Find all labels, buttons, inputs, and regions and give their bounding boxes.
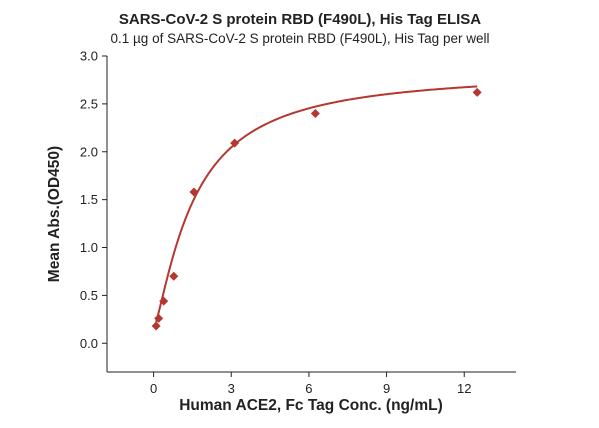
x-tick-label: 3 <box>228 381 235 396</box>
data-point <box>151 321 161 331</box>
data-points <box>151 87 482 331</box>
y-axis-title: Mean Abs.(OD450) <box>46 146 63 282</box>
y-tick-label: 2.5 <box>80 96 98 111</box>
x-tick-label: 0 <box>150 381 157 396</box>
chart-subtitle: 0.1 µg of SARS-CoV-2 S protein RBD (F490… <box>111 31 490 46</box>
y-tick-label: 0.0 <box>80 336 98 351</box>
fit-curve-line <box>155 85 478 323</box>
chart-title: SARS-CoV-2 S protein RBD (F490L), His Ta… <box>119 11 481 28</box>
data-point <box>472 87 482 97</box>
y-tick-label: 0.5 <box>80 288 98 303</box>
y-tick-label: 1.0 <box>80 240 98 255</box>
data-point <box>310 108 320 118</box>
x-tick-label: 12 <box>457 381 471 396</box>
data-point <box>230 138 240 148</box>
x-tick-label: 9 <box>383 381 390 396</box>
data-point <box>169 271 179 281</box>
x-tick-label: 6 <box>305 381 312 396</box>
data-point <box>154 313 164 323</box>
x-axis-ticks: 0 3 6 9 12 <box>150 372 471 396</box>
y-tick-label: 2.0 <box>80 144 98 159</box>
y-tick-label: 1.5 <box>80 192 98 207</box>
data-point <box>159 296 169 306</box>
y-tick-label: 3.0 <box>80 49 98 64</box>
y-axis-ticks: 0.0 0.5 1.0 1.5 2.0 2.5 3.0 <box>80 49 107 351</box>
x-axis-title: Human ACE2, Fc Tag Conc. (ng/mL) <box>179 397 443 414</box>
data-point <box>189 187 199 197</box>
